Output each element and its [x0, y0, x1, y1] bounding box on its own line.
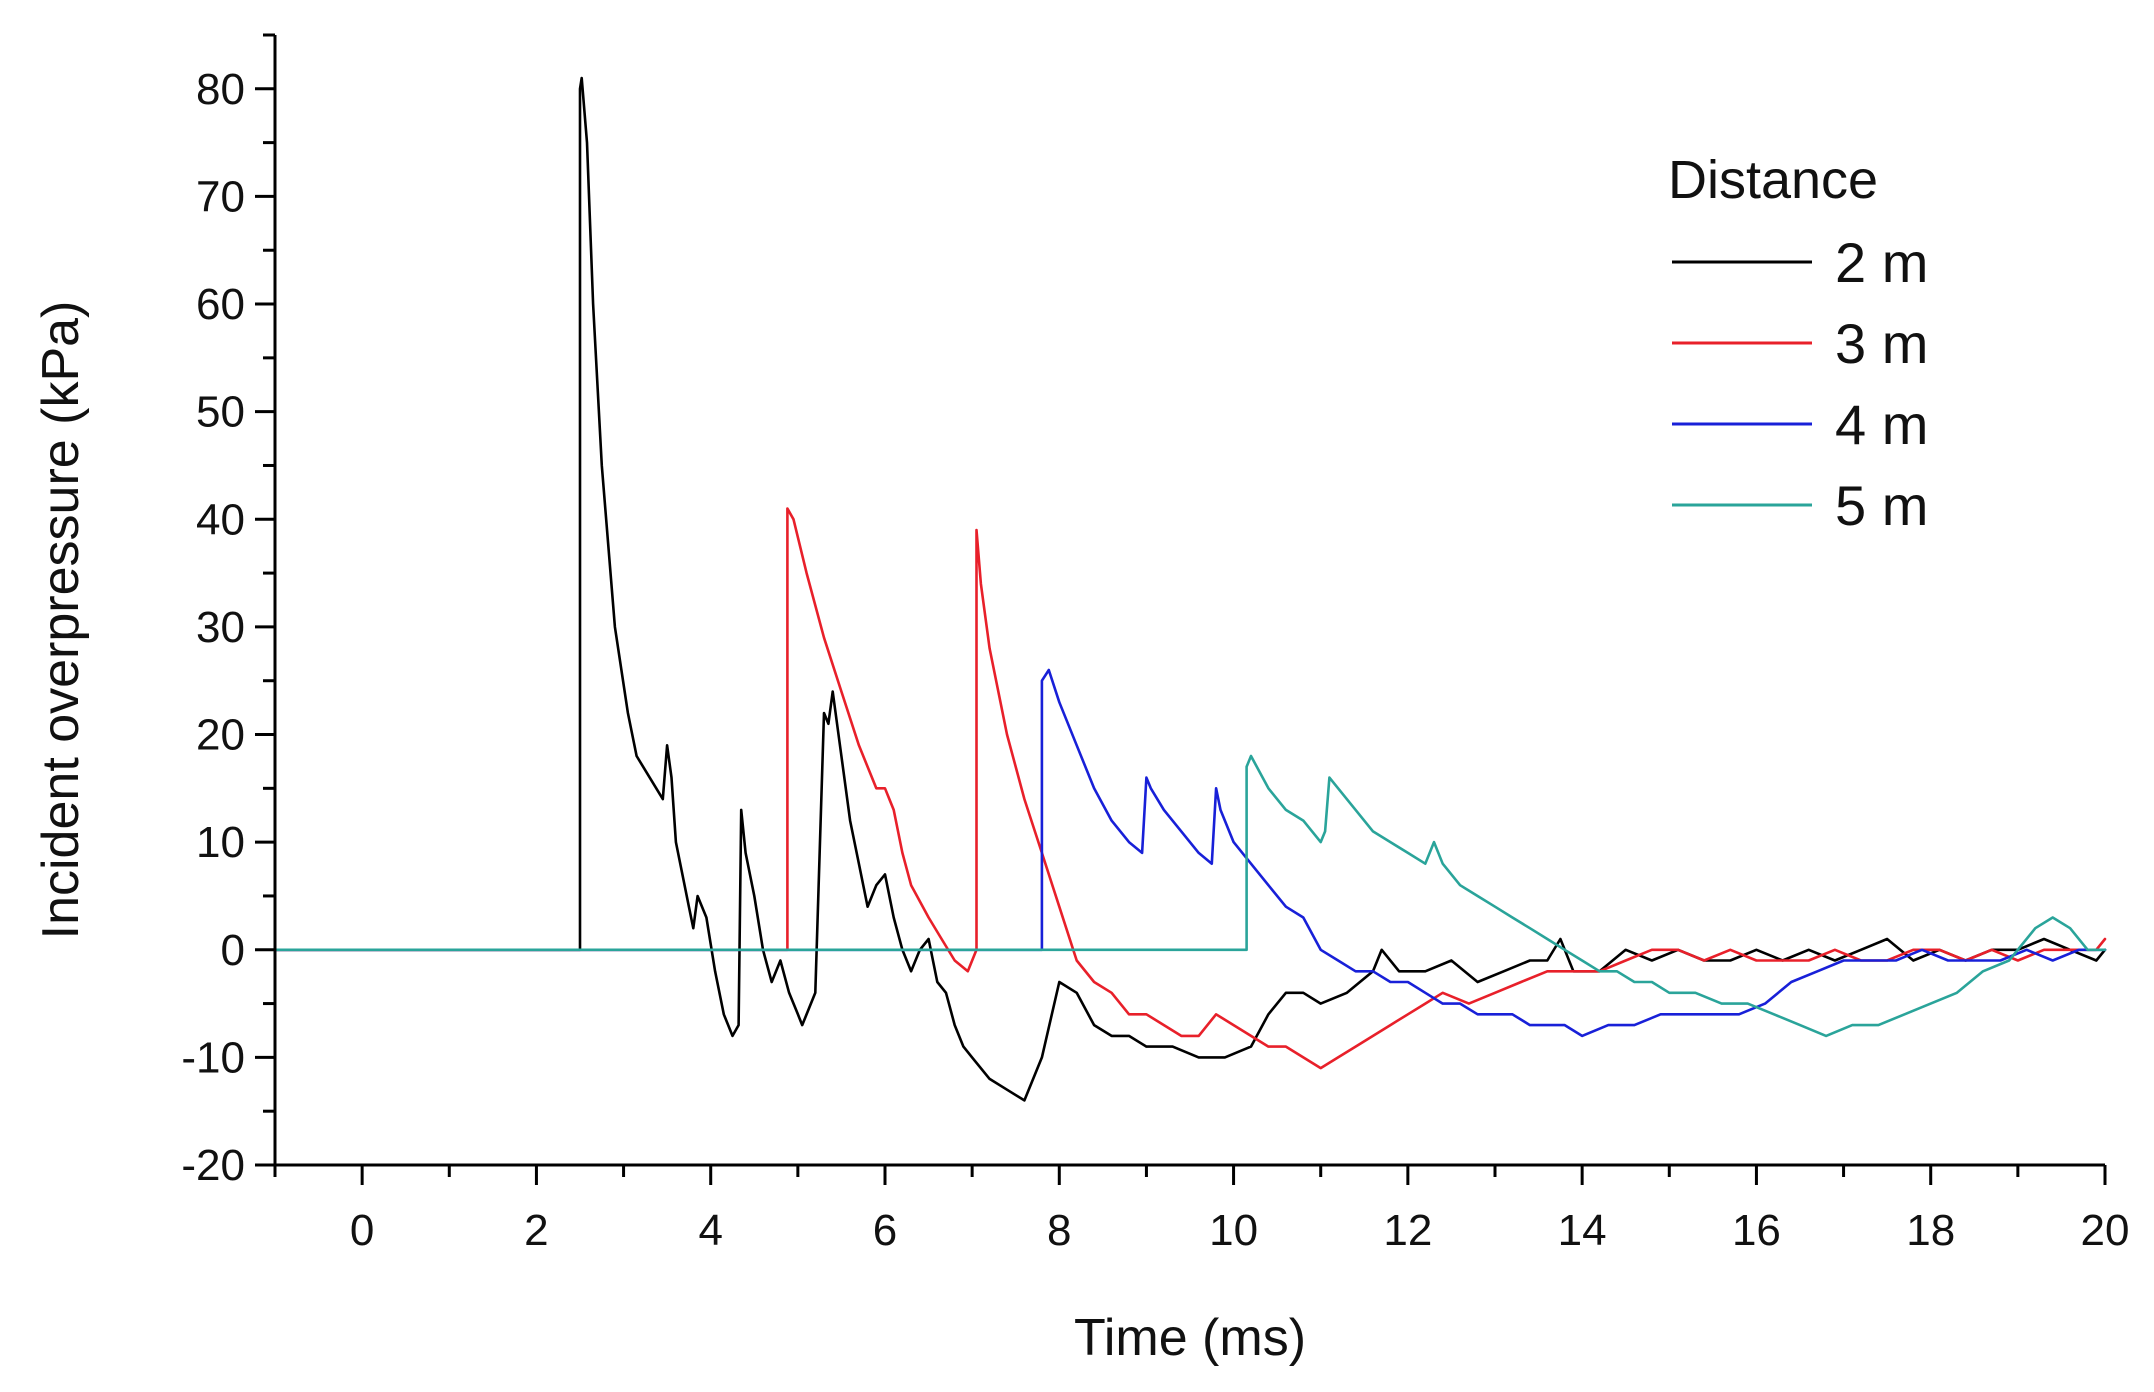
- x-tick-label: 20: [2081, 1206, 2130, 1255]
- x-tick-label: 12: [1383, 1206, 1432, 1255]
- x-tick-label: 14: [1558, 1206, 1607, 1255]
- x-tick-label: 0: [350, 1206, 374, 1255]
- x-tick-label: 4: [698, 1206, 722, 1255]
- series-line-2m: [273, 76, 2107, 1102]
- x-tick-label: 6: [873, 1206, 897, 1255]
- y-tick-label: 10: [196, 818, 245, 867]
- x-tick-label: 18: [1906, 1206, 1955, 1255]
- legend-label: 5 m: [1835, 474, 1928, 537]
- x-tick-label: 16: [1732, 1206, 1781, 1255]
- x-tick-label: 2: [524, 1206, 548, 1255]
- y-tick-label: 0: [221, 926, 245, 975]
- y-tick-label: 50: [196, 388, 245, 437]
- legend: Distance 2 m 3 m 4 m 5 m: [1668, 150, 1928, 537]
- legend-label: 4 m: [1835, 393, 1928, 456]
- legend-label: 3 m: [1835, 312, 1928, 375]
- y-tick-label: -10: [181, 1033, 245, 1082]
- x-axis-title: Time (ms): [1074, 1309, 1306, 1367]
- ticks: 0 2 4 6 8 10 12 14 16 18 20 -20 -10 0 10 20 30 40 50 60 70 80: [181, 33, 2130, 1255]
- series-line-4m: [273, 668, 2107, 1038]
- legend-title: Distance: [1668, 150, 1878, 210]
- plot-lines: [273, 76, 2107, 1102]
- y-tick-label: 60: [196, 280, 245, 329]
- y-axis-title: Incident overpressure (kPa): [32, 301, 90, 940]
- y-tick-label: 70: [196, 172, 245, 221]
- x-tick-label: 10: [1209, 1206, 1258, 1255]
- y-tick-label: 80: [196, 65, 245, 114]
- y-tick-label: 20: [196, 711, 245, 760]
- x-tick-label: 8: [1047, 1206, 1071, 1255]
- y-tick-label: 30: [196, 603, 245, 652]
- axes: [273, 35, 2105, 1167]
- series-line-3m: [273, 507, 2107, 1070]
- series-line-5m: [273, 754, 2107, 1038]
- y-tick-label: 40: [196, 495, 245, 544]
- legend-label: 2 m: [1835, 231, 1928, 294]
- y-tick-label: -20: [181, 1141, 245, 1190]
